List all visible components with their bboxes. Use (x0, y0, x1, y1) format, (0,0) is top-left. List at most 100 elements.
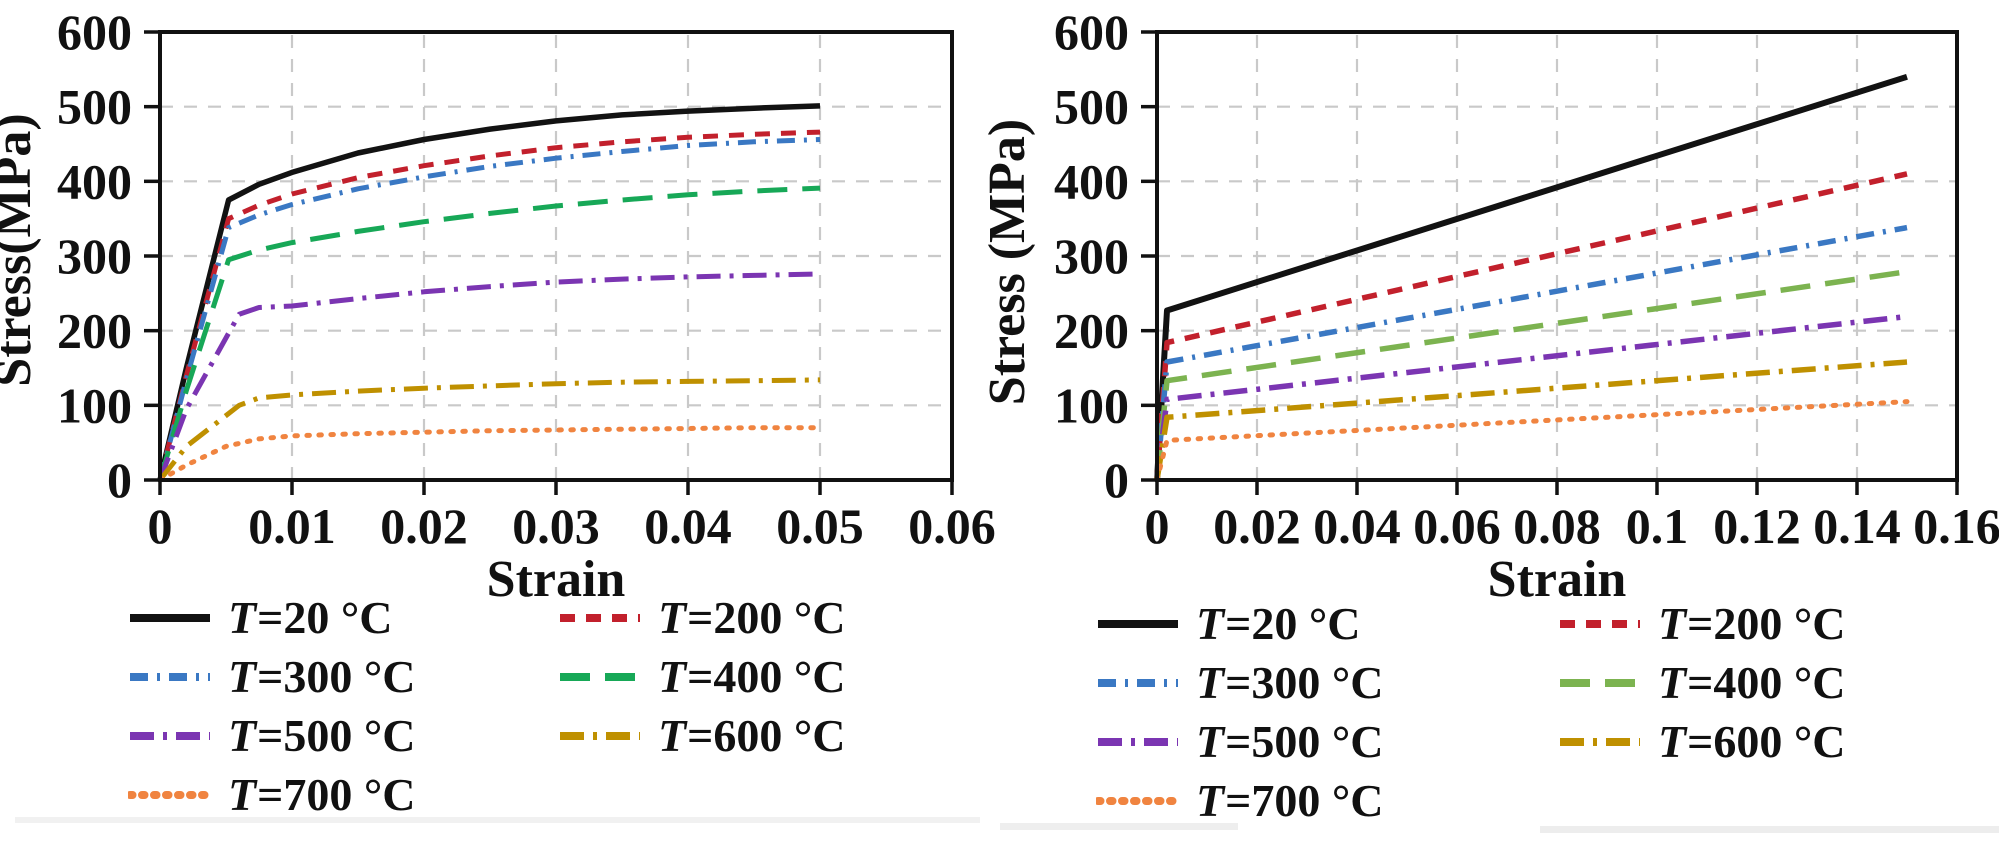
x-tick-label: 0.01 (248, 498, 336, 554)
legend-item-t400: T=400 °C (558, 654, 845, 700)
legend-label-t300: T=300 °C (1196, 660, 1383, 706)
legend-label-t300: T=300 °C (228, 654, 415, 700)
legend-label-t200: T=200 °C (658, 595, 845, 641)
y-tick-label: 500 (57, 79, 132, 135)
legend-label-t400: T=400 °C (1658, 660, 1845, 706)
legend-label-t: T (658, 592, 687, 643)
legend-label-rest: =20 °C (257, 592, 393, 643)
x-tick-label: 0.1 (1626, 498, 1689, 554)
legend-label-t: T (1196, 657, 1225, 708)
y-tick-label: 300 (1054, 228, 1129, 284)
legend-label-t500: T=500 °C (1196, 719, 1383, 765)
legend-label-rest: =200 °C (687, 592, 846, 643)
legend-swatch-t300 (1098, 679, 1178, 687)
legend-label-rest: =500 °C (1225, 716, 1384, 767)
legend-item-t500: T=500 °C (1096, 719, 1558, 765)
legend-label-t700: T=700 °C (1196, 778, 1383, 824)
y-tick-label: 400 (1054, 153, 1129, 209)
legend-label-rest: =600 °C (687, 710, 846, 761)
x-tick-label: 0.08 (1513, 498, 1601, 554)
legend-label-rest: =20 °C (1225, 598, 1361, 649)
series-line-200c (157, 129, 821, 481)
y-tick-label: 200 (57, 303, 132, 359)
series-line-200c (1154, 171, 1908, 481)
legend-label-t: T (1196, 775, 1225, 826)
legend-left: T=20 °C T=200 °C T=300 °C T=400 °C T=500… (128, 595, 845, 818)
series-line-400c (1154, 268, 1908, 481)
legend-swatch-t600 (560, 732, 640, 740)
legend-label-t600: T=600 °C (1658, 719, 1845, 765)
legend-item-t600: T=600 °C (1558, 719, 1845, 765)
scan-artifact-strip (15, 817, 980, 823)
legend-label-rest: =400 °C (687, 651, 846, 702)
x-tick-label: 0 (148, 498, 173, 554)
y-tick-label: 0 (107, 452, 132, 508)
legend-label-t20: T=20 °C (228, 595, 392, 641)
legend-label-t: T (228, 651, 257, 702)
x-tick-label: 0.02 (380, 498, 468, 554)
y-tick-label: 500 (1054, 79, 1129, 135)
x-tick-label: 0.14 (1813, 498, 1901, 554)
legend-item-t600: T=600 °C (558, 713, 845, 759)
legend-label-t: T (1658, 716, 1687, 767)
legend-label-rest: =700 °C (1225, 775, 1384, 826)
legend-label-t: T (228, 710, 257, 761)
legend-item-t300: T=300 °C (1096, 660, 1558, 706)
x-tick-label: 0.02 (1213, 498, 1301, 554)
legend-swatch-t500 (1098, 738, 1178, 746)
legend-item-t400: T=400 °C (1558, 660, 1845, 706)
legend-label-rest: =500 °C (257, 710, 416, 761)
legend-label-t600: T=600 °C (658, 713, 845, 759)
x-tick-label: 0.06 (908, 498, 996, 554)
y-tick-label: 600 (1054, 4, 1129, 60)
legend-swatch-t700 (128, 791, 212, 799)
y-tick-label: 300 (57, 228, 132, 284)
y-tick-label: 100 (57, 377, 132, 433)
legend-item-t200: T=200 °C (558, 595, 845, 641)
series-line-600c (1154, 359, 1908, 481)
x-tick-label: 0 (1145, 498, 1170, 554)
legend-swatch-t500 (130, 732, 210, 740)
legend-label-t400: T=400 °C (658, 654, 845, 700)
scan-artifact-strip (1000, 823, 1238, 830)
legend-label-t: T (658, 710, 687, 761)
legend-swatch-t300 (130, 673, 210, 681)
chart-left-stress-strain: 0 100 200 300 400 500 600 0 0.01 0.02 0.03 0.04 0.05… (0, 4, 996, 608)
series-line-700c (157, 425, 823, 483)
x-axis-label: Strain (487, 551, 626, 608)
series-line-500c (157, 271, 821, 481)
legend-item-t300: T=300 °C (128, 654, 558, 700)
x-axis-label: Strain (1488, 551, 1627, 608)
x-tick-label: 0.04 (644, 498, 732, 554)
legend-item-t20: T=20 °C (128, 595, 558, 641)
legend-label-t500: T=500 °C (228, 713, 415, 759)
legend-right: T=20 °C T=200 °C T=300 °C T=400 °C T=500… (1096, 601, 1845, 824)
y-tick-label: 100 (1054, 377, 1129, 433)
legend-swatch-t20 (1098, 620, 1178, 628)
legend-label-t: T (658, 651, 687, 702)
legend-item-t500: T=500 °C (128, 713, 558, 759)
legend-item-t700: T=700 °C (128, 772, 558, 818)
legend-label-t200: T=200 °C (1658, 601, 1845, 647)
legend-label-t20: T=20 °C (1196, 601, 1360, 647)
legend-label-rest: =300 °C (1225, 657, 1384, 708)
legend-label-t: T (1658, 657, 1687, 708)
legend-label-t: T (228, 592, 257, 643)
x-tick-label: 0.03 (512, 498, 600, 554)
x-tick-label: 0.04 (1313, 498, 1401, 554)
y-tick-label: 0 (1104, 452, 1129, 508)
legend-item-t200: T=200 °C (1558, 601, 1845, 647)
y-axis-label: Stress(MPa) (0, 113, 42, 386)
legend-swatch-t600 (1560, 738, 1640, 746)
legend-label-rest: =400 °C (1687, 657, 1846, 708)
legend-swatch-t400 (1560, 679, 1640, 687)
legend-label-rest: =600 °C (1687, 716, 1846, 767)
y-tick-label: 600 (57, 4, 132, 60)
series-line-20c (157, 103, 821, 481)
y-tick-label: 200 (1054, 303, 1129, 359)
legend-label-rest: =300 °C (257, 651, 416, 702)
x-tick-label: 0.06 (1413, 498, 1501, 554)
series-line-700c (1154, 399, 1910, 483)
